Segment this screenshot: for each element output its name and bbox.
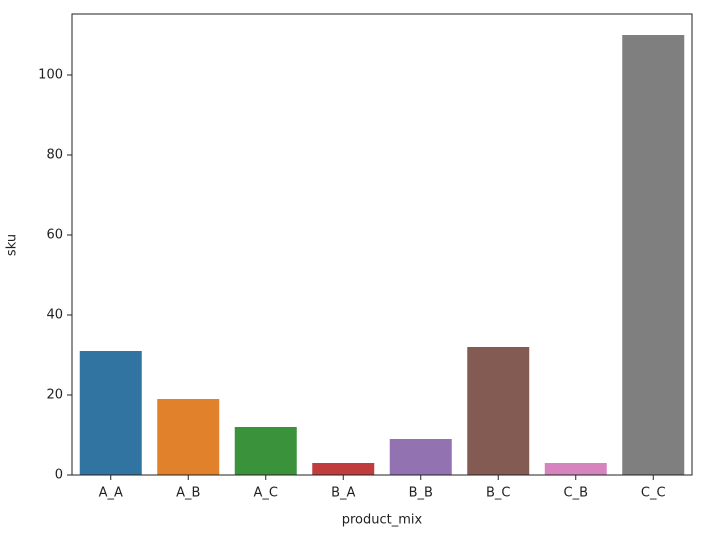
x-tick-label: B_B [409, 486, 433, 501]
y-tick-label: 100 [38, 68, 63, 83]
x-axis-label: product_mix [342, 513, 423, 528]
x-tick-label: B_C [486, 486, 511, 501]
bar [157, 399, 220, 475]
x-tick-label: A_B [176, 486, 200, 501]
bar [234, 427, 297, 475]
y-tick-label: 60 [46, 228, 63, 243]
y-tick-label: 0 [55, 468, 63, 483]
y-tick-label: 80 [46, 148, 63, 163]
y-tick-label: 20 [46, 388, 63, 403]
bar [312, 463, 375, 475]
bar [544, 463, 607, 475]
bar [622, 35, 685, 475]
x-tick-label: A_A [99, 486, 123, 501]
bar [467, 347, 530, 475]
x-tick-label: C_B [564, 486, 589, 501]
y-axis-label: sku [5, 234, 20, 256]
x-tick-label: C_C [641, 486, 666, 501]
x-tick-label: A_C [254, 486, 278, 501]
bar [79, 351, 142, 475]
plot-frame [71, 13, 693, 476]
bar [389, 439, 452, 475]
y-tick-label: 40 [46, 308, 63, 323]
x-tick-label: B_A [331, 486, 355, 501]
